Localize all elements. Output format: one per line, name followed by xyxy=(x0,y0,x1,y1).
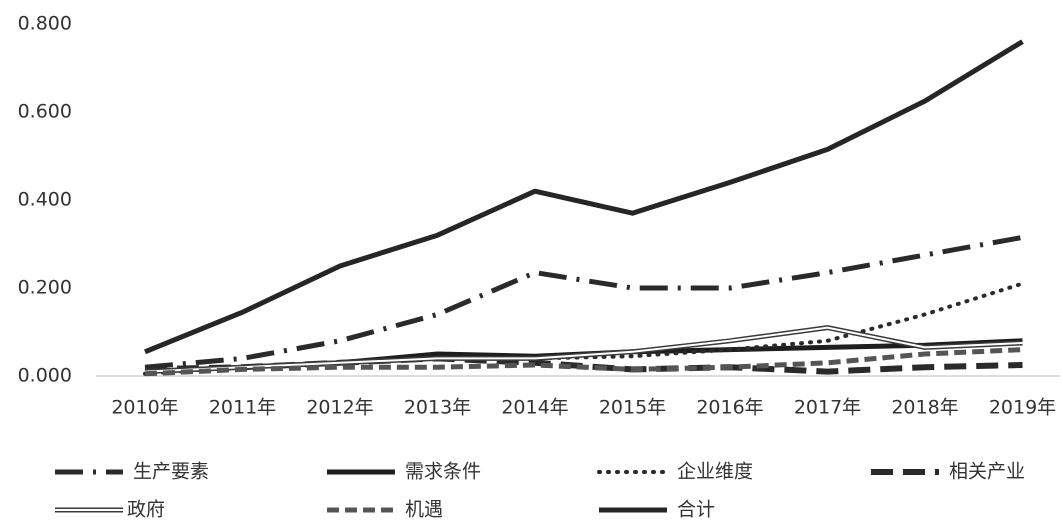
y-tick-label: 0.600 xyxy=(18,101,72,123)
x-tick-label: 2013年 xyxy=(404,397,471,419)
legend-label: 合计 xyxy=(677,499,715,520)
series-line xyxy=(144,347,1023,377)
x-tick-label: 2014年 xyxy=(501,397,568,419)
y-tick-label: 0.400 xyxy=(18,189,72,211)
legend-label: 相关产业 xyxy=(949,461,1025,483)
x-tick-label: 2011年 xyxy=(209,397,276,419)
y-tick-label: 0.200 xyxy=(18,277,72,299)
legend-label: 政府 xyxy=(127,499,165,520)
legend-label: 需求条件 xyxy=(405,461,481,483)
x-tick-label: 2010年 xyxy=(111,397,178,419)
legend-label: 生产要素 xyxy=(133,461,209,483)
x-tick-label: 2012年 xyxy=(306,397,373,419)
y-tick-label: 0.000 xyxy=(18,365,72,387)
legend-label: 机遇 xyxy=(405,499,443,520)
legend-label: 企业维度 xyxy=(677,461,753,483)
series-line xyxy=(144,39,1024,355)
x-tick-label: 2015年 xyxy=(599,397,666,419)
x-tick-label: 2017年 xyxy=(794,397,861,419)
y-tick-label: 0.800 xyxy=(18,13,72,35)
x-tick-label: 2018年 xyxy=(891,397,958,419)
x-tick-label: 2016年 xyxy=(696,397,763,419)
series-line-inner xyxy=(144,326,1023,373)
x-tick-label: 2019年 xyxy=(989,397,1056,419)
